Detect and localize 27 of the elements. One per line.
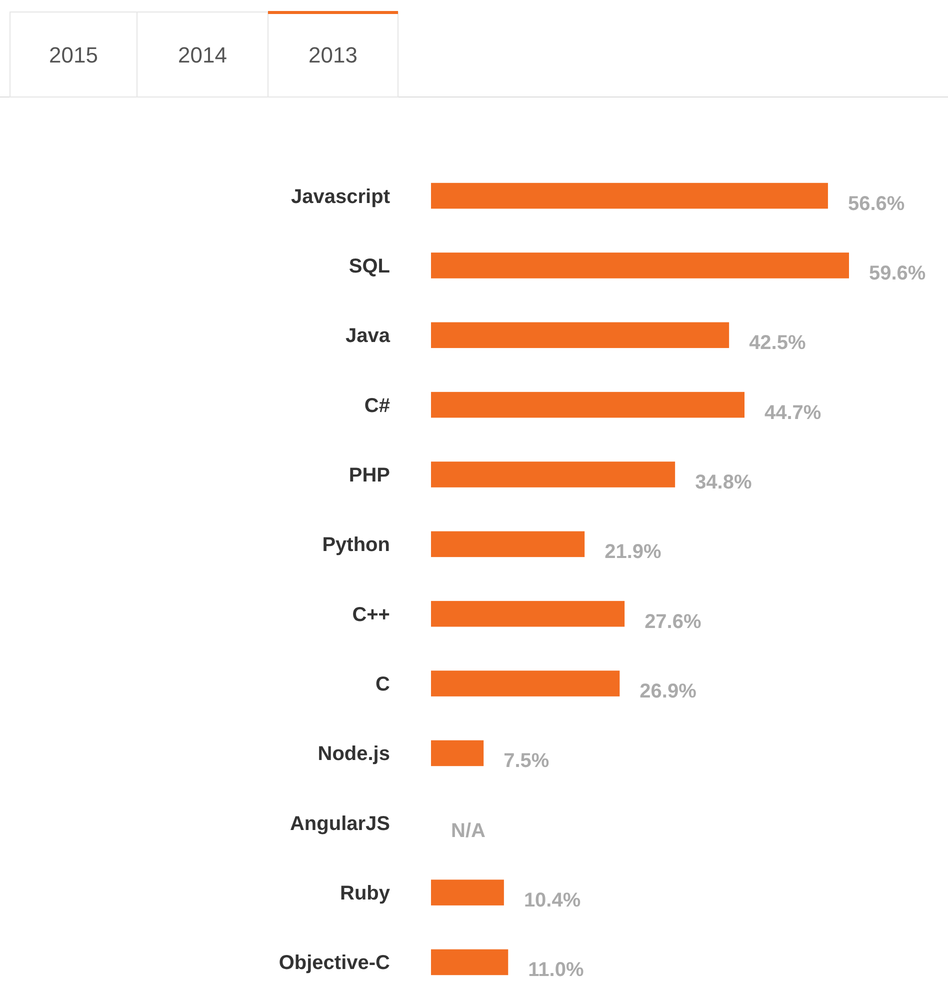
y-tick-label: PHP	[348, 464, 390, 486]
data-label: 11.0%	[528, 959, 584, 982]
data-label: 27.6%	[644, 610, 702, 633]
y-tick-label: AngularJS	[290, 812, 390, 835]
y-tick-label: C++	[352, 604, 390, 626]
y-tick-label: Ruby	[340, 882, 391, 905]
y-tick-label: Objective-C	[278, 952, 390, 974]
data-label: 21.9%	[604, 541, 662, 564]
data-label: 42.5%	[749, 332, 806, 354]
y-tick-label: C#	[364, 394, 390, 417]
data-label: 56.6%	[848, 192, 905, 215]
y-tick-label: Javascript	[291, 186, 390, 208]
text: 2013	[308, 42, 358, 68]
text: 2014	[178, 42, 227, 68]
y-tick-label: C	[376, 674, 390, 696]
text: 2015	[49, 42, 98, 68]
y-tick-label: Node.js	[318, 743, 390, 766]
data-label: 44.7%	[764, 402, 822, 424]
text: N/A	[451, 820, 486, 842]
data-label: 10.4%	[524, 890, 581, 912]
data-label: 59.6%	[869, 262, 926, 284]
y-tick-label: Java	[346, 325, 391, 348]
data-label: 7.5%	[504, 750, 550, 772]
data-label: 26.9%	[640, 680, 697, 703]
y-tick-label: Python	[322, 534, 390, 556]
y-tick-label: SQL	[348, 255, 390, 278]
data-label: 34.8%	[695, 471, 752, 494]
